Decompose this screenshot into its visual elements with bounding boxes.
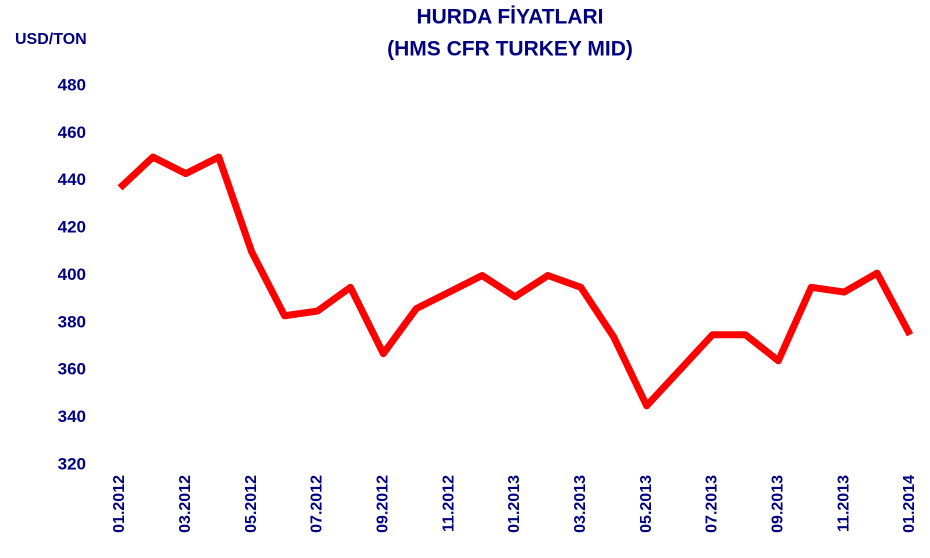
y-tick-label: 420 <box>58 218 86 237</box>
y-tick-label: 440 <box>58 170 86 189</box>
x-tick-label: 01.2013 <box>506 475 523 533</box>
y-tick-label: 340 <box>58 407 86 426</box>
y-tick-label: 480 <box>58 75 86 94</box>
x-tick-label: 07.2013 <box>704 475 721 533</box>
y-tick-label: 320 <box>58 454 86 473</box>
x-tick-label: 11.2013 <box>835 475 852 532</box>
data-line <box>117 153 914 410</box>
y-tick-label: 400 <box>58 265 86 284</box>
x-tick-label: 09.2013 <box>770 475 787 533</box>
y-tick-label: 460 <box>58 123 86 142</box>
chart-subtitle: (HMS CFR TURKEY MID) <box>387 38 633 61</box>
x-tick-label: 03.2013 <box>572 475 589 533</box>
chart-title: HURDA FİYATLARI <box>416 6 603 29</box>
x-tick-label: 01.2012 <box>111 475 128 533</box>
y-tick-label: 360 <box>58 360 86 379</box>
x-tick-label: 05.2013 <box>638 475 655 533</box>
x-tick-label: 03.2012 <box>177 475 194 533</box>
x-tick-label: 01.2014 <box>901 475 918 533</box>
y-tick-label: 380 <box>58 312 86 331</box>
x-tick-label: 05.2012 <box>243 475 260 533</box>
x-tick-label: 11.2012 <box>440 475 457 532</box>
x-tick-label: 07.2012 <box>309 475 326 533</box>
y-axis-label: USD/TON <box>15 31 87 48</box>
x-tick-label: 09.2012 <box>375 475 392 533</box>
